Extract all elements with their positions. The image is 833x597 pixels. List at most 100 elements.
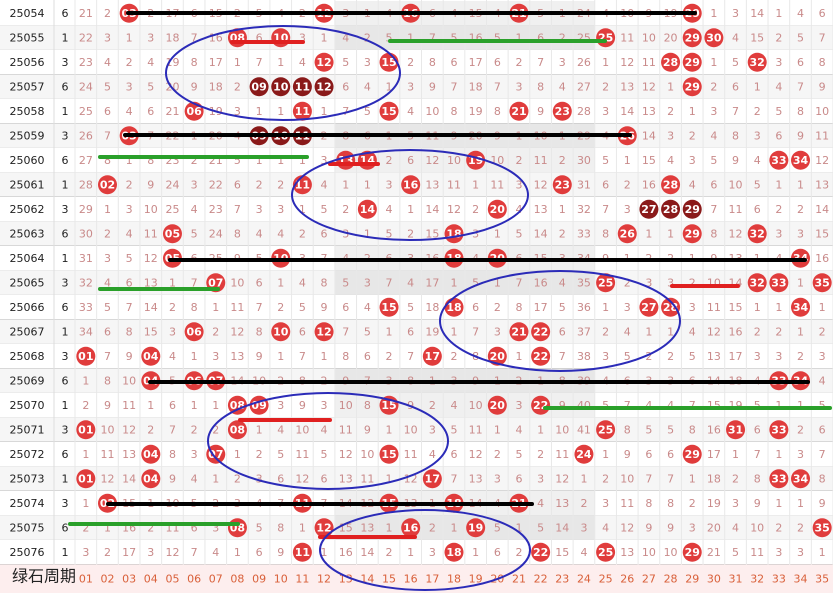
ball-number: 15 <box>381 301 396 314</box>
miss-count: 22 <box>79 31 93 44</box>
miss-count: 3 <box>732 497 739 510</box>
miss-count: 7 <box>429 31 436 44</box>
miss-count: 14 <box>815 203 829 216</box>
footer-number: 25 <box>599 572 613 585</box>
miss-count: 14 <box>642 129 656 142</box>
ball <box>292 542 312 562</box>
miss-count: 6 <box>754 203 761 216</box>
miss-count: 9 <box>299 399 306 412</box>
miss-count: 6 <box>169 399 176 412</box>
period: 25069 <box>10 374 45 387</box>
miss-count: 23 <box>79 56 93 69</box>
miss-count: 1 <box>797 325 804 338</box>
ball <box>76 469 96 489</box>
miss-count: 17 <box>425 276 439 289</box>
miss-count: 4 <box>710 129 717 142</box>
miss-count: 11 <box>620 31 634 44</box>
miss-count: 6 <box>277 472 284 485</box>
miss-count: 10 <box>750 521 764 534</box>
ball <box>682 77 702 97</box>
miss-count: 24 <box>209 227 223 240</box>
ball-number: 35 <box>815 521 830 534</box>
miss-count: 12 <box>295 472 309 485</box>
miss-count: 6 <box>256 31 263 44</box>
ball-number: 22 <box>533 325 548 338</box>
miss-count: 5 <box>386 31 393 44</box>
tag: 1 <box>62 31 69 44</box>
miss-count: 3 <box>126 203 133 216</box>
miss-count: 4 <box>364 301 371 314</box>
footer-number: 16 <box>404 572 418 585</box>
footer-number: 26 <box>620 572 634 585</box>
miss-count: 8 <box>667 497 674 510</box>
miss-count: 5 <box>710 154 717 167</box>
miss-count: 3 <box>624 301 631 314</box>
ball-number: 10 <box>273 80 289 93</box>
miss-count: 5 <box>104 301 111 314</box>
miss-count: 12 <box>404 472 418 485</box>
miss-count: 7 <box>451 80 458 93</box>
miss-count: 3 <box>256 203 263 216</box>
miss-count: 1 <box>82 497 89 510</box>
miss-count: 10 <box>664 546 678 559</box>
footer-number: 35 <box>815 572 829 585</box>
period: 25074 <box>10 497 45 510</box>
ball-number: 17 <box>425 350 440 363</box>
tag: 1 <box>62 105 69 118</box>
ball-number: 16 <box>403 178 419 191</box>
ball-number: 28 <box>663 301 678 314</box>
miss-count: 1 <box>386 472 393 485</box>
period: 25057 <box>10 80 45 93</box>
miss-count: 12 <box>425 154 439 167</box>
miss-count: 1 <box>710 56 717 69</box>
miss-count: 1 <box>386 325 393 338</box>
miss-count: 4 <box>689 178 696 191</box>
miss-count: 1 <box>277 105 284 118</box>
tag: 6 <box>62 301 69 314</box>
ball <box>661 52 681 72</box>
miss-count: 1 <box>797 399 804 412</box>
miss-count: 10 <box>100 423 114 436</box>
miss-count: 7 <box>126 301 133 314</box>
miss-count: 8 <box>754 472 761 485</box>
miss-count: 6 <box>537 31 544 44</box>
miss-count: 8 <box>277 521 284 534</box>
tag: 1 <box>62 325 69 338</box>
miss-count: 4 <box>602 521 609 534</box>
tag: 1 <box>62 399 69 412</box>
miss-count: 3 <box>212 350 219 363</box>
ball-number: 11 <box>295 546 310 559</box>
miss-count: 2 <box>775 31 782 44</box>
ball <box>141 444 161 464</box>
tag: 3 <box>62 129 69 142</box>
miss-count: 4 <box>754 154 761 167</box>
ball-number: 22 <box>533 350 548 363</box>
miss-count: 3 <box>429 423 436 436</box>
ball-number: 15 <box>381 105 396 118</box>
tag: 6 <box>62 521 69 534</box>
footer-number: 08 <box>230 572 244 585</box>
ball <box>812 273 832 293</box>
ball-number: 18 <box>446 301 461 314</box>
miss-count: 12 <box>620 56 634 69</box>
miss-count: 2 <box>256 178 263 191</box>
miss-count: 1 <box>537 423 544 436</box>
miss-count: 4 <box>537 497 544 510</box>
ball-number: 34 <box>793 472 809 485</box>
miss-count: 21 <box>79 7 93 20</box>
period: 25075 <box>10 521 45 534</box>
footer-label: 绿石周期 <box>12 567 76 586</box>
miss-count: 7 <box>732 105 739 118</box>
miss-count: 10 <box>144 203 158 216</box>
miss-count: 16 <box>534 276 548 289</box>
miss-count: 1 <box>451 521 458 534</box>
miss-count: 11 <box>360 472 374 485</box>
miss-count: 6 <box>407 154 414 167</box>
miss-count: 12 <box>707 325 721 338</box>
footer-number: 09 <box>252 572 266 585</box>
miss-count: 28 <box>79 178 93 191</box>
miss-count: 19 <box>469 105 483 118</box>
miss-count: 1 <box>321 105 328 118</box>
miss-count: 17 <box>122 546 136 559</box>
